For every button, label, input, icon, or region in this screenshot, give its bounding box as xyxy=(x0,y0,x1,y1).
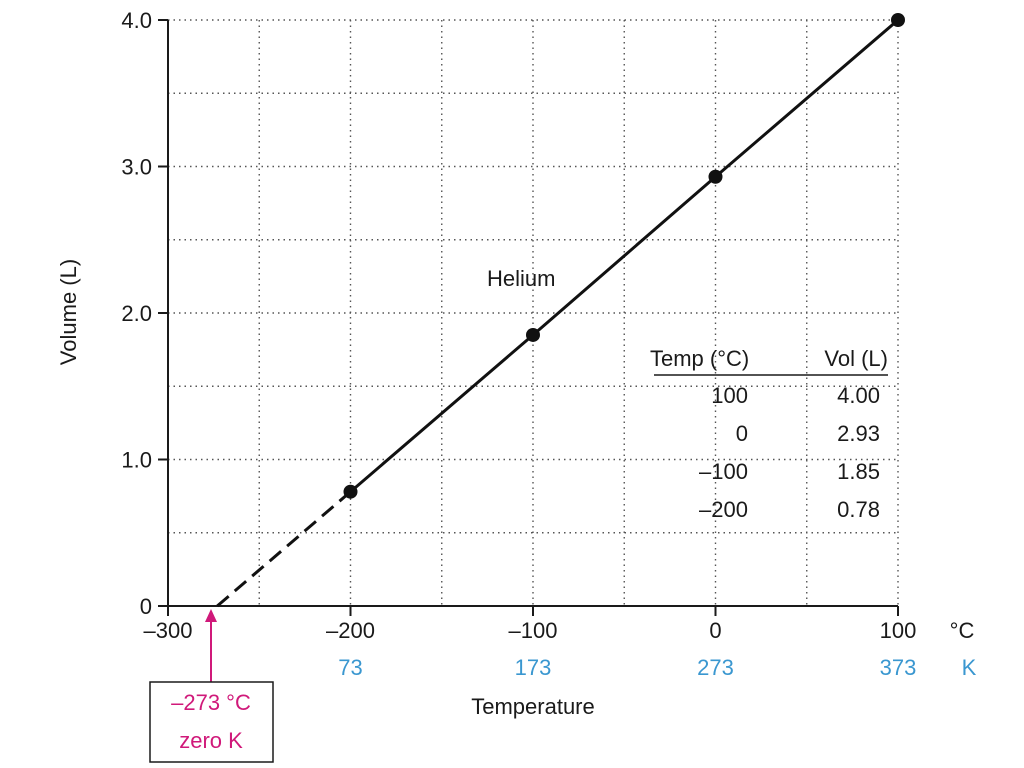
table-header-vol: Vol (L) xyxy=(824,346,888,371)
x-tick-label: –300 xyxy=(144,618,193,643)
table-cell-temp: 0 xyxy=(736,421,748,446)
y-tick-labels: 0 1.0 2.0 3.0 4.0 xyxy=(121,8,152,619)
table-rows: 100 4.00 0 2.93 –100 1.85 –200 0.78 xyxy=(699,383,880,522)
series-helium xyxy=(216,13,905,608)
x-tick-labels: –300 –200 –100 0 100 xyxy=(144,618,917,643)
x-tick-label: –200 xyxy=(326,618,375,643)
kelvin-tick-label: 373 xyxy=(880,655,917,680)
data-point xyxy=(708,169,723,184)
callout-line-2: zero K xyxy=(179,728,243,753)
table-cell-vol: 4.00 xyxy=(837,383,880,408)
kelvin-tick-label: 73 xyxy=(338,655,362,680)
series-label-helium: Helium xyxy=(487,266,555,291)
table-cell-vol: 2.93 xyxy=(837,421,880,446)
y-tick-label: 1.0 xyxy=(121,448,152,473)
x-tick-label: 100 xyxy=(880,618,917,643)
celsius-unit-label: °C xyxy=(950,618,975,643)
table-cell-vol: 1.85 xyxy=(837,459,880,484)
absolute-zero-callout: –273 °C zero K xyxy=(149,609,274,763)
data-point xyxy=(526,327,540,342)
table-cell-temp: –200 xyxy=(699,497,748,522)
extrapolation-line xyxy=(216,490,352,608)
tick-marks xyxy=(158,19,899,616)
table-cell-temp: –100 xyxy=(699,459,748,484)
x-tick-label: –100 xyxy=(509,618,558,643)
callout-line-1: –273 °C xyxy=(171,690,251,715)
kelvin-unit-label: K xyxy=(962,655,977,680)
y-tick-label: 3.0 xyxy=(121,155,152,180)
y-tick-label: 4.0 xyxy=(121,8,152,33)
y-tick-label: 0 xyxy=(140,594,152,619)
data-point xyxy=(343,484,358,499)
kelvin-tick-label: 273 xyxy=(697,655,734,680)
series-line-helium xyxy=(349,18,899,493)
callout-box xyxy=(149,681,274,763)
callout-arrow-head xyxy=(205,609,217,622)
data-point xyxy=(891,13,905,27)
table-header-temp: Temp (°C) xyxy=(650,346,749,371)
y-tick-label: 2.0 xyxy=(121,301,152,326)
kelvin-tick-label: 173 xyxy=(515,655,552,680)
table-cell-vol: 0.78 xyxy=(837,497,880,522)
grid-lines xyxy=(168,19,899,606)
x-tick-label: 0 xyxy=(709,618,721,643)
axes xyxy=(167,20,898,607)
y-axis-label: Volume (L) xyxy=(56,259,81,365)
data-table: Temp (°C) Vol (L) 100 4.00 0 2.93 –100 1.85 –2… xyxy=(650,346,888,522)
kelvin-tick-labels: 73 173 273 373 xyxy=(338,655,916,680)
x-axis-label: Temperature xyxy=(471,694,595,719)
table-cell-temp: 100 xyxy=(711,383,748,408)
